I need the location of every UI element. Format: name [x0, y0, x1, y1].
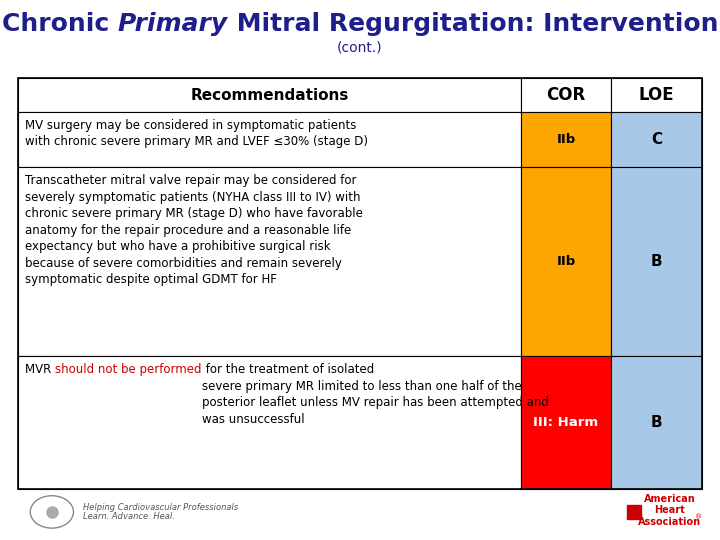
Text: LOE: LOE: [639, 86, 675, 104]
Bar: [521, 167, 611, 356]
Text: Helping Cardiovascular Professionals: Helping Cardiovascular Professionals: [83, 503, 238, 512]
Text: B: B: [651, 415, 662, 430]
Bar: [521, 78, 611, 112]
Text: American
Heart
Association: American Heart Association: [638, 494, 701, 527]
Text: Learn. Advance. Heal.: Learn. Advance. Heal.: [83, 512, 175, 521]
Text: IIb: IIb: [557, 255, 575, 268]
Text: Recommendations: Recommendations: [190, 87, 348, 103]
Text: for the treatment of isolated
severe primary MR limited to less than one half of: for the treatment of isolated severe pri…: [202, 363, 549, 426]
Text: III: Harm: III: Harm: [534, 416, 598, 429]
Bar: [611, 112, 702, 167]
Bar: [611, 78, 702, 112]
Text: C: C: [651, 132, 662, 147]
Text: COR: COR: [546, 86, 585, 104]
Text: Chronic: Chronic: [1, 12, 117, 36]
Text: (cont.): (cont.): [337, 40, 383, 55]
Text: MVR: MVR: [25, 363, 55, 376]
Text: Mitral Regurgitation: Intervention: Mitral Regurgitation: Intervention: [228, 12, 719, 36]
Text: IIb: IIb: [557, 133, 575, 146]
Bar: [18, 78, 521, 112]
Text: MV surgery may be considered in symptomatic patients
with chronic severe primary: MV surgery may be considered in symptoma…: [25, 119, 368, 148]
Bar: [521, 356, 611, 489]
Text: B: B: [651, 254, 662, 269]
Bar: [18, 112, 521, 167]
Text: ®: ®: [695, 514, 702, 521]
Bar: [18, 356, 521, 489]
Text: Transcatheter mitral valve repair may be considered for
severely symptomatic pat: Transcatheter mitral valve repair may be…: [25, 174, 363, 286]
Bar: [611, 356, 702, 489]
Bar: [18, 167, 521, 356]
Text: Primary: Primary: [117, 12, 228, 36]
Bar: [521, 112, 611, 167]
Text: should not be performed: should not be performed: [55, 363, 202, 376]
Bar: [611, 167, 702, 356]
Bar: [18, 78, 702, 489]
